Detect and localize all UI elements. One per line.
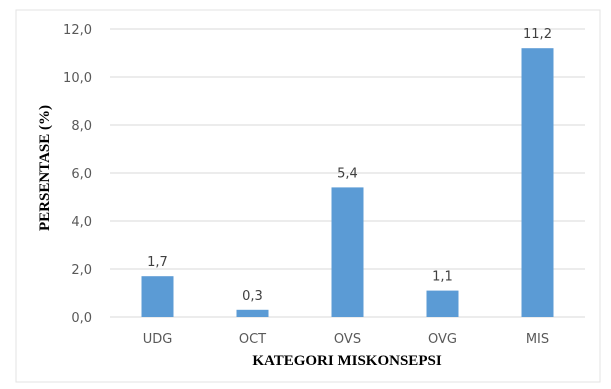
x-tick-label: MIS <box>526 332 549 347</box>
y-tick-label: 8,0 <box>71 119 92 134</box>
data-label: 0,3 <box>242 289 263 304</box>
y-tick-label: 4,0 <box>71 215 92 230</box>
data-label: 5,4 <box>337 166 358 181</box>
data-label: 1,7 <box>147 255 168 270</box>
data-label: 1,1 <box>432 270 453 285</box>
bars <box>141 48 554 317</box>
bar-mis <box>521 48 554 317</box>
bar-oct <box>236 309 269 317</box>
y-tick-label: 6,0 <box>71 167 92 182</box>
y-tick-label: 10,0 <box>63 71 92 86</box>
x-tick-label: OVS <box>334 332 361 347</box>
y-tick-label: 2,0 <box>71 263 92 278</box>
y-axis-title: PERSENTASE (%) <box>37 105 53 231</box>
y-tick-label: 12,0 <box>63 23 92 38</box>
x-tick-label: OVG <box>428 332 457 347</box>
chart-border <box>15 9 601 383</box>
data-label: 11,2 <box>523 27 552 42</box>
x-tick-label: OCT <box>239 332 266 347</box>
y-axis-ticks: 0,0 2,0 4,0 6,0 8,0 10,0 12,0 <box>63 23 92 326</box>
x-axis-title: KATEGORI MISKONSEPSI <box>252 353 442 369</box>
bar-ovg <box>426 290 459 317</box>
x-tick-label: UDG <box>143 332 173 347</box>
data-labels: 1,7 0,3 5,4 1,1 11,2 <box>147 27 552 304</box>
x-axis-ticks: UDG OCT OVS OVG MIS <box>143 332 549 347</box>
bar-udg <box>141 276 174 317</box>
bar-ovs <box>331 187 364 317</box>
y-tick-label: 0,0 <box>71 311 92 326</box>
